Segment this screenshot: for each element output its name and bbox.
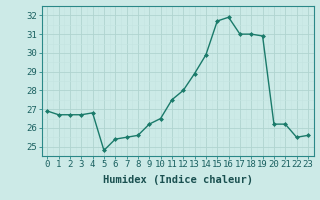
X-axis label: Humidex (Indice chaleur): Humidex (Indice chaleur) xyxy=(103,175,252,185)
